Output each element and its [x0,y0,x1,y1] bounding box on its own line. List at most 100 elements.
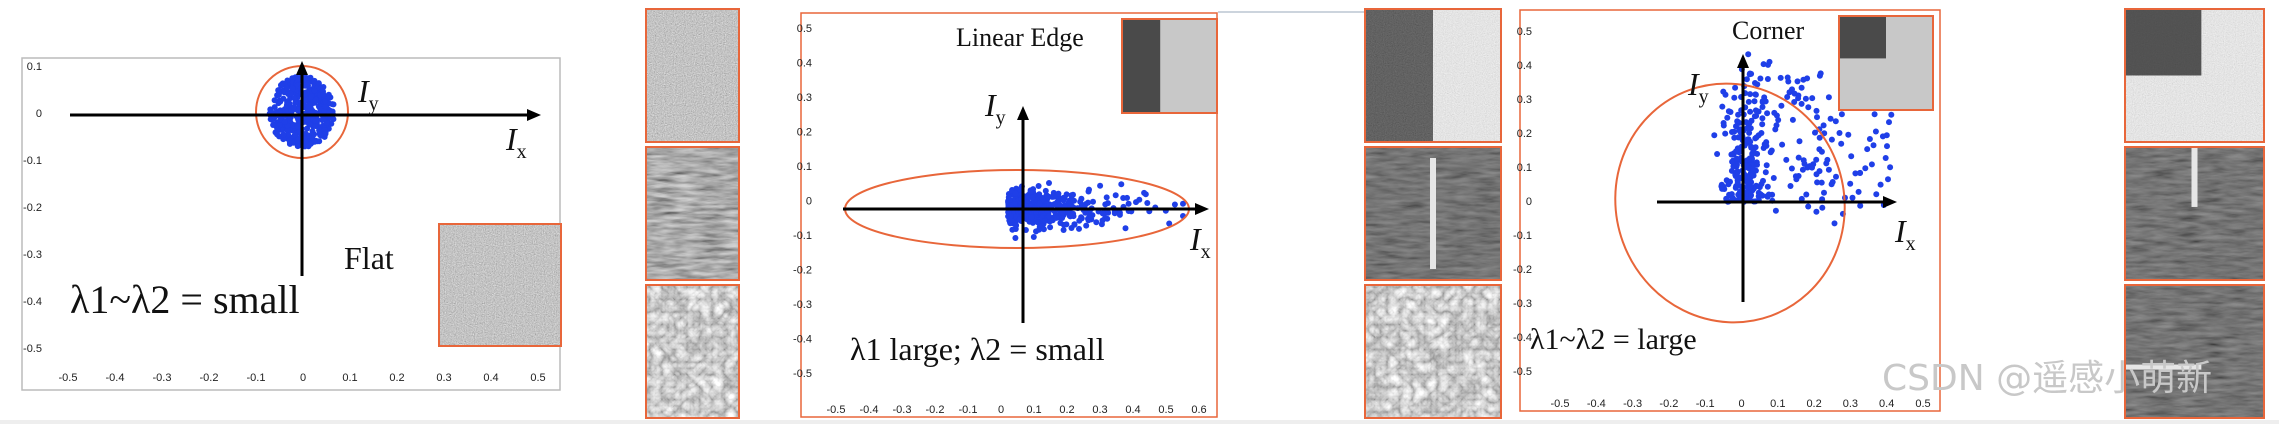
sample-dot [1180,200,1186,207]
y-axis-label: Iy [1687,66,1709,108]
sample-dot [323,119,330,126]
sample-dot [1855,188,1862,195]
sample-dot [1733,123,1739,130]
y-tick-label: -0.3 [1513,298,1532,310]
x-tick-label: 0.4 [483,372,498,384]
sample-dot [312,96,319,103]
x-tick-label: 0.3 [1092,404,1107,416]
sample-dot [1814,114,1820,121]
x-tick-label: 0 [1738,398,1744,410]
sample-dot [1747,91,1754,98]
sample-dot [1055,190,1062,197]
sample-dot [312,123,319,129]
sample-dot [317,132,324,139]
tile-dark [2126,10,2202,76]
panels: -0.5 -0.4 -0.3 -0.2 -0.1 0 0.1 0.2 0.3 0.4 0.5 0.1 0… [21,9,1941,418]
sample-dot [1729,195,1736,201]
sample-dot [1093,219,1100,226]
sample-dot [1809,95,1816,102]
sample-dot [295,75,301,82]
sample-dot [1827,115,1834,122]
tile [2126,286,2263,417]
sample-dot [1764,76,1771,82]
sample-dot [280,131,287,138]
x-tick-label: 0.4 [1879,398,1894,410]
sample-dot [1731,128,1738,135]
sample-dot [1059,209,1066,216]
x-arrow [1883,196,1897,208]
sample-dot [294,123,301,130]
sample-dot [1764,110,1771,117]
x-axis-label-main: I [1189,221,1202,257]
sample-dot [1744,125,1751,132]
sample-dot [1773,122,1780,129]
sample-dot [1789,116,1796,123]
y-axis-label-main: I [1687,66,1700,102]
sample-dot [1817,70,1824,77]
sample-dot [1042,187,1049,194]
x-tick-label: -0.5 [827,404,846,416]
sample-dot [1723,195,1730,202]
texture-tile [2124,284,2265,419]
sample-dot [1862,165,1869,172]
sample-dot [1736,127,1743,134]
panel: -0.5 -0.4 -0.3 -0.2 -0.1 0 0.1 0.2 0.3 0.4 0.5 0.1 0… [21,57,562,391]
sample-dot [1752,107,1759,114]
x-tick-label: -0.3 [153,372,172,384]
sample-dot [1795,95,1802,102]
sample-dot [1814,179,1821,186]
sample-dot [1788,165,1795,172]
sample-dot [1060,197,1067,204]
sample-dot [1745,98,1752,105]
y-tick-label: -0.5 [1513,366,1532,378]
sample-dot [1076,225,1082,232]
x-tick-label: -0.1 [247,372,266,384]
x-arrow [1195,203,1209,215]
tile [647,10,738,141]
sample-dot [1754,81,1761,88]
sample-dot [320,91,327,98]
sample-dot [1118,181,1125,188]
sample-dot [1133,199,1139,206]
sample-dot [287,90,294,97]
sample-dot [1753,134,1760,141]
sample-dot [1754,150,1761,157]
tile [647,286,738,417]
sample-dot [1066,197,1073,204]
y-tick-label: 0.5 [1517,26,1532,38]
sample-dot [1802,95,1809,102]
sample-dot [304,103,311,109]
sample-dot [1800,76,1807,83]
sample-dot [1111,210,1118,217]
y-tick-label: 0.3 [797,92,812,104]
sample-dot [1873,191,1880,198]
y-tick-label: -0.4 [1513,332,1532,344]
x-tick-label: -0.4 [1587,398,1606,410]
sample-dot [1824,156,1831,163]
sample-dot [1722,130,1729,137]
sample-dot [322,98,329,105]
x-axis-label-main: I [1894,213,1907,249]
sample-dot [305,116,311,123]
sample-dot [1012,235,1019,241]
sample-dot [1864,146,1871,153]
sample-dot [1813,208,1820,215]
y-axis-label-sub: y [369,93,379,115]
sample-dot [1758,130,1765,136]
sample-dot [1747,183,1754,190]
sample-dot [1818,148,1825,155]
y-tick-label: -0.1 [1513,230,1532,242]
sample-dot [271,97,278,104]
sample-dot [1757,75,1764,82]
sample-dot [1724,114,1731,121]
sample-dot [1819,204,1826,211]
sample-dot [1012,222,1019,229]
sample-dot [1009,226,1016,233]
sample-dot [1833,173,1839,180]
sample-dot [1809,164,1815,171]
tile [1366,286,1500,417]
sample-dot [280,88,287,95]
sample-dot [322,103,329,110]
sample-dot [1752,144,1759,151]
sample-dot [1735,168,1741,175]
